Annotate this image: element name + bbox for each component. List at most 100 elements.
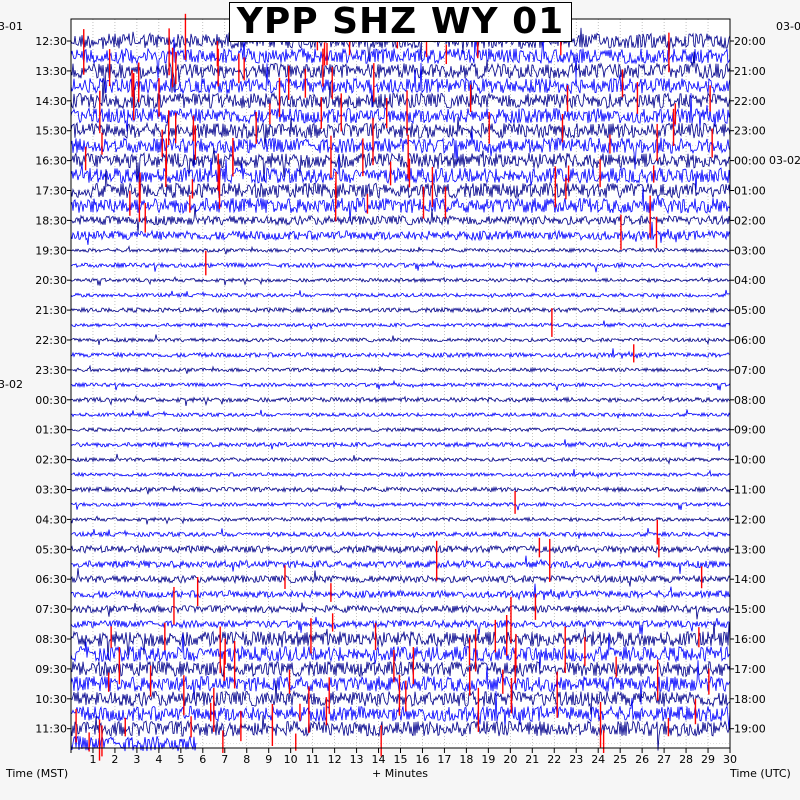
- seismic-trace: [70, 394, 731, 407]
- left-time-label: 16:30: [35, 155, 67, 168]
- right-time-label: 09:00: [734, 424, 766, 437]
- right-time-label: 23:00: [734, 125, 766, 138]
- seismic-trace: [70, 453, 731, 465]
- right-time-label: 14:00: [734, 573, 766, 586]
- seismic-trace: [70, 51, 731, 94]
- left-time-label: 05:30: [35, 543, 67, 556]
- seismic-trace: [70, 245, 731, 255]
- right-time-label: 17:00: [734, 663, 766, 676]
- seismic-trace: [70, 155, 731, 191]
- seismic-trace: [70, 320, 731, 331]
- left-time-label: 23:30: [35, 364, 67, 377]
- tick-layer: [67, 40, 734, 753]
- left-time-label: 12:30: [35, 35, 67, 48]
- seismic-trace: [70, 409, 731, 419]
- x-tick-label: 18: [459, 753, 473, 766]
- seismic-trace: [70, 78, 731, 110]
- left-time-label: 09:30: [35, 663, 67, 676]
- right-time-label: 11:00: [734, 484, 766, 497]
- left-time-label: 00:30: [35, 394, 67, 407]
- seismic-trace: [71, 364, 731, 374]
- seismic-trace: [70, 93, 731, 132]
- right-time-label: 19:00: [734, 723, 766, 736]
- x-tick-label: 17: [437, 753, 451, 766]
- right-time-label: 13:00: [734, 543, 766, 556]
- seismic-trace: [70, 187, 731, 222]
- x-tick-label: 23: [569, 753, 583, 766]
- x-tick-label: 27: [657, 753, 671, 766]
- seismic-trace: [70, 62, 731, 108]
- seismic-trace: [70, 114, 731, 148]
- seismic-trace: [70, 660, 731, 705]
- seismic-trace: [70, 528, 731, 539]
- right-time-label: 10:00: [734, 454, 766, 467]
- x-tick-label: 13: [350, 753, 364, 766]
- chart-title: YPP SHZ WY 01: [236, 1, 565, 42]
- x-tick-label: 30: [723, 753, 737, 766]
- seismic-trace: [70, 34, 731, 80]
- seismic-trace: [70, 147, 731, 184]
- right-time-label: 16:00: [734, 633, 766, 646]
- left-time-label: 19:30: [35, 244, 67, 257]
- right-time-label: 01:00: [734, 185, 766, 198]
- left-time-label: 20:30: [35, 274, 67, 287]
- trace-layer: [70, 25, 731, 752]
- x-tick-label: 29: [701, 753, 715, 766]
- left-time-label: 14:30: [35, 95, 67, 108]
- right-time-label: 02:00: [734, 214, 766, 227]
- x-axis-title: + Minutes: [372, 767, 428, 780]
- left-time-label: 04:30: [35, 513, 67, 526]
- left-time-label: 06:30: [35, 573, 67, 586]
- left-time-label: 15:30: [35, 125, 67, 138]
- right-time-label: 00:00: [734, 155, 766, 168]
- left-axis-title: Time (MST): [5, 767, 68, 780]
- x-tick-label: 5: [177, 753, 184, 766]
- x-tick-label: 28: [679, 753, 693, 766]
- seismic-trace: [70, 691, 731, 731]
- seismic-trace: [70, 426, 731, 433]
- right-time-label: 08:00: [734, 394, 766, 407]
- right-time-label: 22:00: [734, 95, 766, 108]
- title-box: YPP SHZ WY 01: [229, 2, 572, 42]
- left-time-label: 13:30: [35, 65, 67, 78]
- left-time-label: 18:30: [35, 214, 67, 227]
- clip-layer: [75, 13, 713, 761]
- seismic-trace: [70, 169, 731, 200]
- seismic-trace: [70, 306, 731, 314]
- left-date-label: 3-02: [0, 378, 23, 391]
- seismic-trace: [70, 439, 731, 451]
- seismic-trace: [70, 276, 731, 286]
- seismic-trace: [70, 660, 731, 678]
- seismic-trace: [70, 602, 731, 620]
- left-time-label: 17:30: [35, 185, 67, 198]
- right-time-label: 20:00: [734, 35, 766, 48]
- x-tick-label: 24: [591, 753, 605, 766]
- x-tick-label: 1: [89, 753, 96, 766]
- seismic-trace: [70, 515, 731, 525]
- seismic-trace: [70, 680, 731, 715]
- x-tick-label: 26: [635, 753, 649, 766]
- x-tick-label: 9: [265, 753, 272, 766]
- seismic-trace: [70, 583, 731, 601]
- x-tick-label: 21: [525, 753, 539, 766]
- x-tick-label: 4: [155, 753, 162, 766]
- seismic-trace: [70, 568, 731, 587]
- seismic-trace: [70, 616, 731, 636]
- seismic-trace: [70, 130, 731, 170]
- x-tick-label: 20: [503, 753, 517, 766]
- right-time-label: 07:00: [734, 364, 766, 377]
- seismic-trace: [70, 25, 731, 62]
- right-time-label: 12:00: [734, 513, 766, 526]
- left-date-label: 3-01: [0, 20, 23, 33]
- left-time-label: 08:30: [35, 633, 67, 646]
- seismic-trace: [70, 714, 731, 751]
- x-tick-label: 14: [372, 753, 386, 766]
- right-time-label: 21:00: [734, 65, 766, 78]
- right-time-label: 15:00: [734, 603, 766, 616]
- left-time-label: 11:30: [35, 723, 67, 736]
- x-tick-label: 25: [613, 753, 627, 766]
- right-axis-title: Time (UTC): [729, 767, 791, 780]
- x-tick-label: 7: [221, 753, 228, 766]
- x-tick-label: 19: [481, 753, 495, 766]
